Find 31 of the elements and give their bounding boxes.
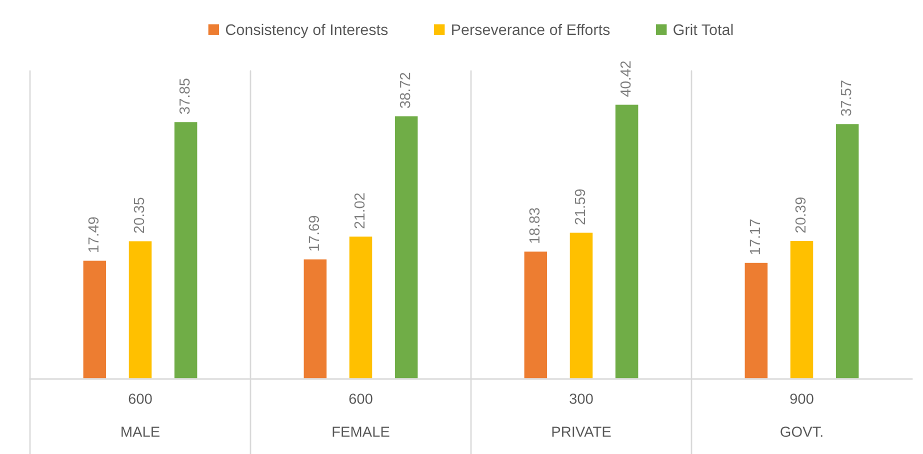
category-label: 300 PRIVATE — [552, 394, 611, 437]
category-label: 600 FEMALE — [332, 394, 390, 437]
bar — [82, 259, 108, 379]
data-label: 40.42 — [620, 61, 631, 97]
bar — [394, 114, 420, 379]
bar — [127, 240, 154, 379]
category-label: 900 GOVT. — [780, 394, 822, 437]
legend-label: Grit Total — [674, 24, 733, 36]
data-label: 18.83 — [529, 208, 540, 243]
data-label: 38.72 — [400, 72, 410, 108]
category-label: 600 MALE — [122, 394, 160, 437]
legend-label: Perseverance of Efforts — [452, 24, 610, 36]
legend-label: Consistency of Interests — [226, 24, 388, 38]
data-label: 37.85 — [179, 78, 190, 114]
bar — [348, 235, 374, 379]
bar — [743, 261, 769, 379]
bar — [614, 103, 640, 379]
data-label: 17.69 — [308, 216, 320, 251]
bar — [568, 231, 594, 379]
bar — [173, 120, 199, 379]
data-label: 17.17 — [750, 219, 760, 254]
bar — [522, 250, 548, 379]
data-label: 17.49 — [88, 217, 99, 252]
data-label: 20.35 — [134, 198, 144, 233]
data-label: 21.59 — [574, 189, 586, 224]
bar — [788, 240, 815, 379]
data-label: 21.02 — [354, 193, 365, 228]
data-label: 37.57 — [840, 80, 852, 116]
bar — [834, 122, 860, 379]
data-label: 20.39 — [795, 198, 806, 233]
bar — [302, 258, 328, 379]
